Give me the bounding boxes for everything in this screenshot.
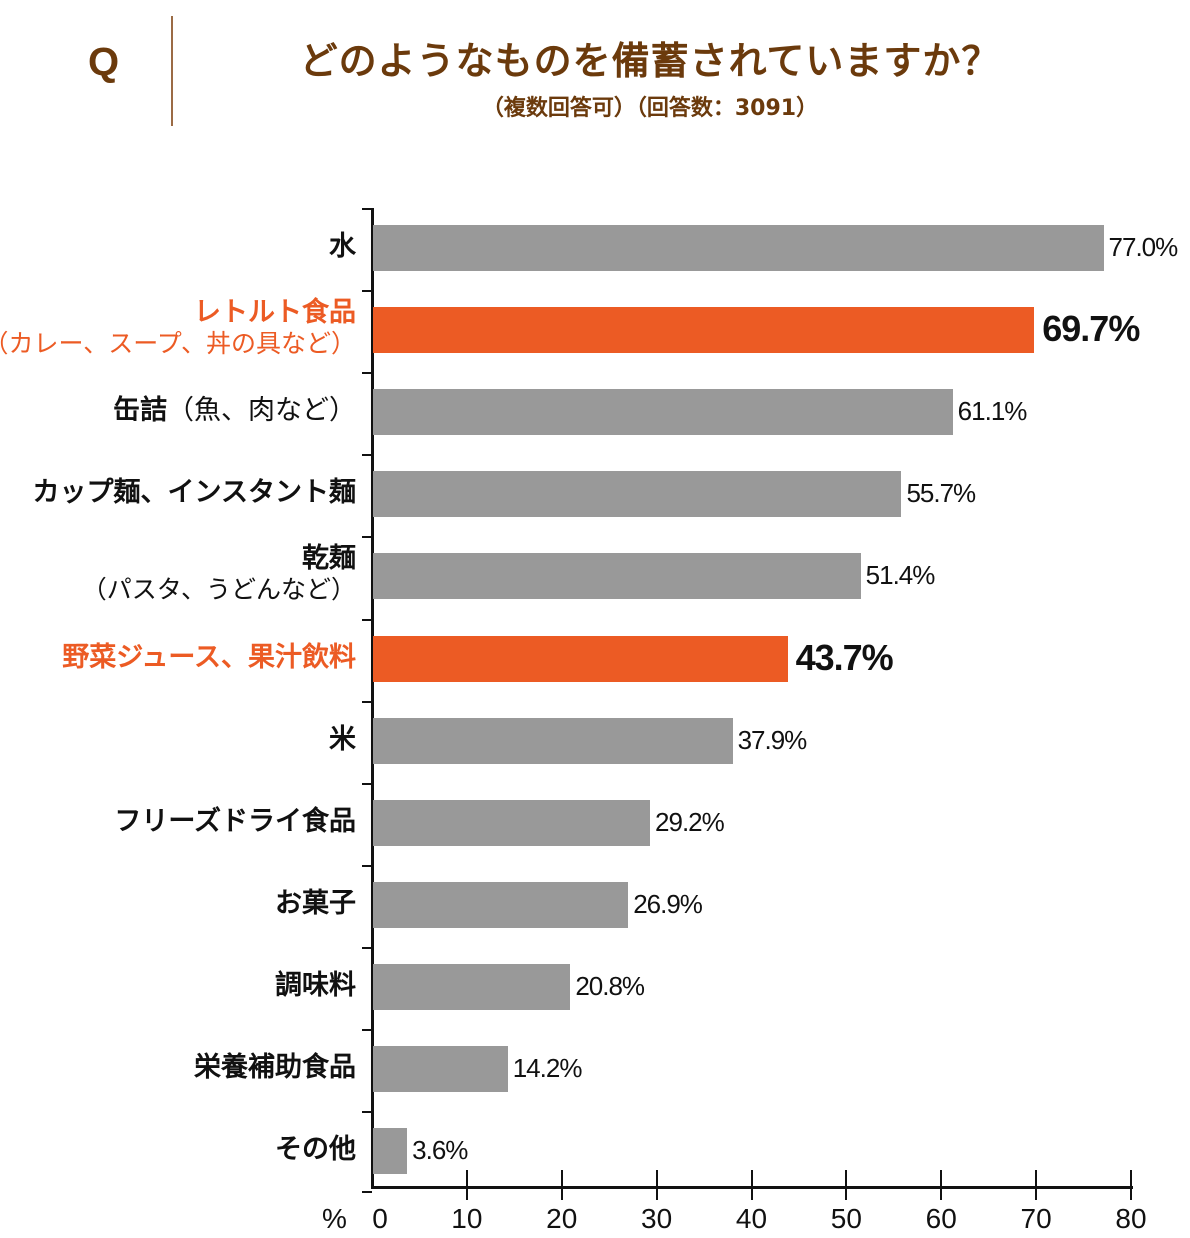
- bar-highlighted: [373, 635, 788, 682]
- y-tick-mark: [362, 618, 372, 621]
- category-label-text: 野菜ジュース、果汁飲料: [62, 641, 356, 673]
- x-tick-label: 60: [925, 1203, 957, 1234]
- category-label-main: 乾麺: [82, 543, 356, 575]
- category-label-text: レトルト食品: [194, 297, 356, 329]
- bar-value-label: 69.7%: [1042, 308, 1140, 350]
- x-tick-mark: [465, 1170, 468, 1200]
- x-tick-label: 80: [1115, 1203, 1147, 1234]
- bar: [373, 1128, 408, 1175]
- y-tick-mark: [362, 1111, 372, 1114]
- category-label-text: その他: [275, 1134, 356, 1166]
- y-tick-mark: [362, 946, 372, 949]
- category-label: 水: [329, 231, 356, 263]
- y-tick-mark: [362, 372, 372, 375]
- x-tick-mark: [560, 1170, 563, 1200]
- x-tick-label: 0: [372, 1203, 388, 1234]
- bar-value-label: 20.8%: [575, 970, 645, 1001]
- category-label-text: 水: [329, 231, 356, 262]
- category-label-text: フリーズドライ食品: [114, 805, 356, 837]
- bar: [373, 799, 651, 846]
- bar-value-label: 37.9%: [737, 724, 808, 755]
- category-label-text: お菓子: [275, 887, 356, 919]
- category-label-main: 水: [329, 231, 356, 263]
- category-label-main: 調味料: [275, 970, 356, 1002]
- bar: [373, 553, 861, 600]
- x-tick-label: 70: [1020, 1203, 1052, 1234]
- x-tick-label: 30: [641, 1203, 673, 1234]
- chart-subtitle: （複数回答可）（回答数：3091）: [481, 96, 819, 121]
- bar-value-label: 43.7%: [795, 636, 894, 678]
- x-tick-mark: [655, 1170, 658, 1200]
- bar-value-label: 61.1%: [957, 396, 1028, 427]
- category-label-note: （パスタ、うどんなど）: [81, 575, 356, 605]
- bar-value-label: 51.4%: [865, 560, 936, 591]
- category-label-text: 乾麺: [302, 543, 356, 575]
- y-tick-mark: [362, 208, 372, 210]
- category-label-main: レトルト食品: [0, 297, 356, 329]
- x-tick-mark: [1130, 1170, 1132, 1200]
- category-label-main: その他: [275, 1134, 356, 1166]
- category-label-main: お菓子: [275, 888, 356, 920]
- category-label-main: 米: [329, 724, 356, 756]
- bar: [373, 881, 629, 928]
- category-label: お菓子: [275, 888, 356, 920]
- category-label: レトルト食品 （カレー、スープ、丼の具など）: [0, 297, 356, 359]
- category-label: 乾麺 （パスタ、うどんなど）: [82, 543, 356, 605]
- x-tick-label: 20: [546, 1203, 578, 1234]
- category-label-main: 野菜ジュース、果汁飲料: [62, 642, 356, 674]
- x-tick-mark: [750, 1170, 753, 1200]
- category-label: カップ麺、インスタント麺: [33, 477, 356, 509]
- chart-title: どのようなものを備蓄されていますか？: [299, 39, 1001, 83]
- y-axis-line: [371, 208, 374, 1189]
- category-label: 栄養補助食品: [194, 1052, 356, 1084]
- category-label-text: 缶詰: [113, 395, 167, 427]
- category-label: 調味料: [275, 970, 356, 1002]
- y-tick-mark: [362, 864, 372, 867]
- category-label-note: （カレー、スープ、丼の具など）: [0, 329, 356, 359]
- bar-value-label: 3.6%: [412, 1135, 468, 1166]
- bar-value-label: 26.9%: [633, 888, 703, 919]
- y-tick-mark: [362, 1029, 372, 1031]
- category-label-text: 調味料: [275, 969, 356, 1001]
- category-label-text: カップ麺、インスタント麺: [32, 477, 356, 509]
- bar-value-label: 29.2%: [655, 806, 725, 837]
- x-tick-label: 10: [451, 1203, 483, 1234]
- x-tick-mark: [940, 1170, 943, 1200]
- y-tick-mark: [362, 536, 372, 539]
- x-tick-mark: [1035, 1170, 1038, 1200]
- category-label: 米: [329, 724, 356, 756]
- category-label-main: 缶詰（魚、肉など）: [113, 395, 356, 427]
- bar: [373, 1046, 508, 1092]
- category-label: 野菜ジュース、果汁飲料: [62, 642, 356, 674]
- category-label: その他: [275, 1134, 356, 1166]
- bar: [373, 389, 953, 436]
- y-tick-mark: [362, 290, 372, 293]
- bar-value-label: 14.2%: [512, 1053, 583, 1083]
- bar: [373, 963, 571, 1010]
- category-label: フリーズドライ食品: [114, 806, 356, 838]
- category-label-text: 栄養補助食品: [194, 1052, 356, 1083]
- y-tick-mark: [362, 700, 372, 703]
- question-label: Q: [88, 40, 120, 84]
- bar: [373, 471, 902, 518]
- y-tick-mark: [362, 1191, 372, 1194]
- x-tick-label: 40: [735, 1203, 768, 1234]
- x-tick-label: 50: [830, 1203, 862, 1234]
- bar-highlighted: [373, 307, 1035, 354]
- category-label-main: フリーズドライ食品: [114, 806, 356, 838]
- bar-value-label: 77.0%: [1108, 232, 1179, 262]
- bar: [373, 225, 1104, 271]
- x-tick-mark: [845, 1170, 848, 1200]
- y-tick-mark: [362, 454, 372, 457]
- category-label-note: （魚、肉など）: [167, 395, 356, 427]
- header-divider: [171, 16, 173, 126]
- category-label: 缶詰（魚、肉など）: [113, 395, 356, 427]
- bar: [373, 717, 733, 764]
- x-axis-unit-label: %: [322, 1203, 347, 1234]
- bar-value-label: 55.7%: [906, 478, 976, 509]
- category-label-main: 栄養補助食品: [194, 1052, 356, 1084]
- category-label-text: 米: [329, 723, 356, 755]
- category-label-main: カップ麺、インスタント麺: [33, 477, 356, 509]
- y-tick-mark: [362, 782, 372, 785]
